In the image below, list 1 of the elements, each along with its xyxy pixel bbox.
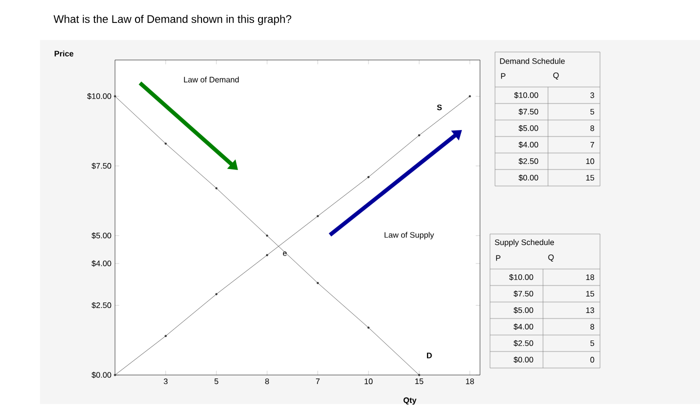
chart-title: What is the Law of Demand shown in this graph? — [54, 14, 292, 26]
